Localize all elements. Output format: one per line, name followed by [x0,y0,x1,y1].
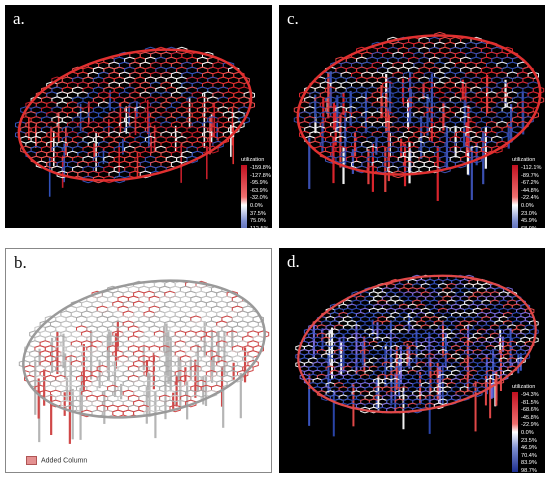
legend-value: -63.9% [250,187,268,194]
legend-title-a: utilization [241,157,265,163]
legend-value: -67.2% [521,180,539,187]
legend-values-c: -112.1% -89.7% -67.2% -44.8% -22.4% 0.0% 23.0%… [521,165,541,228]
hexagonal-grid [18,280,270,418]
legend-value: -45.8% [521,414,539,421]
hex-cell [113,175,126,184]
hex-cell [122,409,135,418]
added-column-swatch [26,456,37,465]
legend-value: 0.0% [521,429,534,436]
boundary-ring [17,48,253,182]
hex-cell [231,374,244,383]
panel-a: a. utilization -159.8% -127.8% -95.9% -63.9… [5,5,272,228]
legend-value: -159.8% [250,165,271,171]
legend-value: -32.0% [250,195,268,202]
legend-value: -89.7% [521,172,539,179]
legend-value: 75.0% [250,218,266,225]
legend-value: -22.4% [521,195,539,202]
legend-value: 70.4% [521,452,537,459]
utilization-legend-d: utilization -94.3% -81.5% -68.6% -45.8% -22.… [512,384,544,473]
structure-render-d [295,274,539,437]
legend-colorbar-d [512,392,518,472]
legend-title-c: utilization [512,157,536,163]
hex-cell [433,402,444,410]
panel-label-b: b. [14,253,27,272]
legend-value: -81.5% [521,399,539,406]
hex-cell [412,406,422,414]
legend-value: 23.0% [521,210,537,217]
legend-colorbar-a [241,165,247,228]
panel-label-a: a. [13,9,25,28]
structure-render-c [293,31,545,201]
legend-value: 46.9% [521,445,537,452]
hex-cell [143,409,155,418]
panel-c: c. utilization -112.1% -89.7% -67.2% -44.8%… [279,5,545,228]
structure-render-b [18,279,270,444]
legend-value: 83.9% [521,460,537,467]
utilization-legend-c: utilization -112.1% -89.7% -67.2% -44.8% -22… [512,157,544,228]
hex-cell [139,170,152,179]
legend-value: 68.9% [521,226,541,228]
panel-label-c: c. [287,9,299,28]
boundary-ring [296,34,542,176]
hex-cell [169,404,181,413]
panel-d: d. utilization -94.3% -81.5% -68.6% -45.8% -… [279,248,545,473]
panel-b: b. Added Column [5,248,272,473]
legend-value: 0.0% [521,202,534,209]
legend-value: 23.5% [521,437,537,444]
legend-value: 45.9% [521,218,537,225]
legend-values-a: -159.8% -127.8% -95.9% -63.9% -32.0% 0.0% 37.5… [250,165,271,228]
legend-title-d: utilization [512,384,536,390]
panel-label-d: d. [287,252,300,271]
legend-value: -127.8% [250,172,271,179]
legend-value: -112.1% [521,165,542,171]
added-column-legend: Added Column [26,456,87,465]
legend-value: -68.6% [521,407,539,414]
legend-values-d: -94.3% -81.5% -68.6% -45.8% -22.9% 0.0% 23.5% 4… [521,392,539,473]
hex-cell [112,409,124,418]
boundary-ring [22,279,266,419]
legend-value: -94.3% [521,392,539,398]
legend-value: -22.9% [521,422,539,429]
structure-render-a [15,46,255,197]
legend-value: 37.5% [250,210,266,217]
legend-value: 0.0% [250,202,263,209]
hex-cell [207,145,219,154]
hexagonal-grid [15,46,255,184]
boundary-ring [297,274,537,414]
legend-value: 112.5% [250,226,271,228]
legend-value: -95.9% [250,180,268,187]
utilization-legend-a: utilization -159.8% -127.8% -95.9% -63.9% -3… [241,157,271,228]
legend-value: -44.8% [521,187,539,194]
hexagonal-grid [293,31,545,179]
hexagonal-grid [295,274,539,414]
legend-colorbar-c [512,165,518,228]
added-column-label: Added Column [41,457,88,465]
legend-value: 98.7% [521,467,537,473]
hex-cell [392,170,404,179]
